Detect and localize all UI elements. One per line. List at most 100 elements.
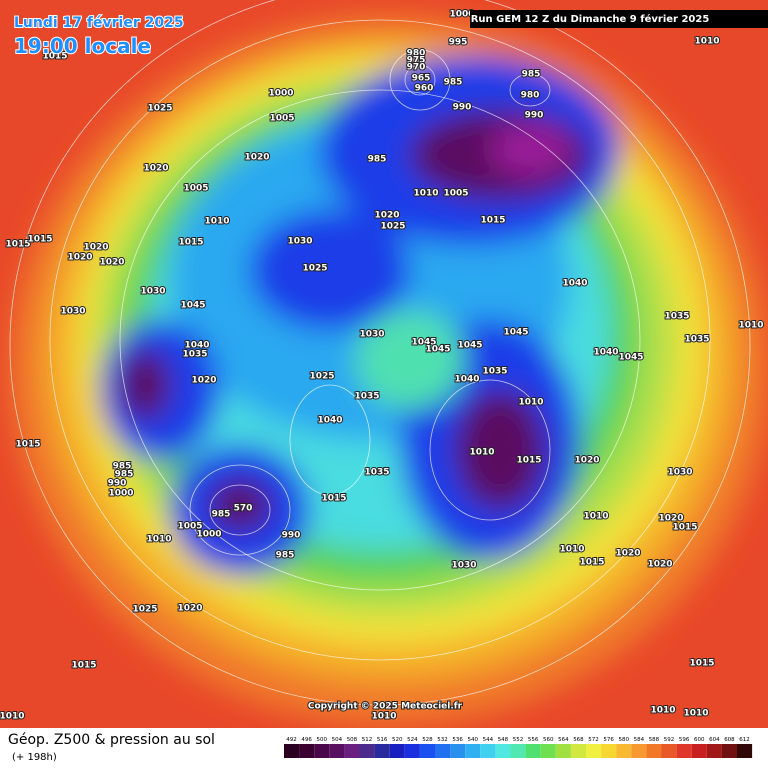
colorbar-tick-label: 532 xyxy=(437,737,448,743)
forecast-date: Lundi 17 février 2025 xyxy=(14,15,184,31)
pressure-label: 1000 xyxy=(268,89,293,99)
run-box xyxy=(470,10,768,28)
colorbar-tick-label: 592 xyxy=(664,737,675,743)
pressure-label: 985 xyxy=(212,510,231,520)
pressure-label: 1020 xyxy=(244,153,269,163)
colorbar-swatch xyxy=(314,744,330,758)
colorbar-tick-label: 604 xyxy=(709,737,720,743)
pressure-label: 1010 xyxy=(204,217,229,227)
pressure-label: 1015 xyxy=(71,661,96,671)
colorbar-tick-label: 576 xyxy=(603,737,614,743)
pressure-label: 1035 xyxy=(664,312,689,322)
colorbar-swatch xyxy=(706,744,722,758)
colorbar-swatch xyxy=(646,744,662,758)
colorbar-swatch xyxy=(661,744,677,758)
footer-lead: (+ 198h) xyxy=(12,752,57,763)
pressure-label: 1010 xyxy=(0,712,25,722)
pressure-label: 1015 xyxy=(321,494,346,504)
pressure-label: 1010 xyxy=(738,321,763,331)
pressure-label: 1015 xyxy=(42,52,67,62)
pressure-label: 965 xyxy=(412,74,431,84)
colorbar-tick-label: 512 xyxy=(362,737,373,743)
pressure-label: 985 xyxy=(444,78,463,88)
colorbar-tick-label: 588 xyxy=(649,737,660,743)
pressure-label: 570 xyxy=(234,504,253,514)
pressure-label: 1020 xyxy=(83,243,108,253)
colorbar-swatch xyxy=(510,744,526,758)
colorbar-tick-label: 568 xyxy=(573,737,584,743)
pressure-label: 1015 xyxy=(178,238,203,248)
pressure-label: 1040 xyxy=(562,279,587,289)
colorbar-tick-label: 552 xyxy=(513,737,524,743)
pressure-label: 1000 xyxy=(108,489,133,499)
pressure-label: 975 xyxy=(407,56,426,66)
pressure-label: 1010 xyxy=(694,37,719,47)
colorbar-swatch xyxy=(359,744,375,758)
pressure-label: 985 xyxy=(368,155,387,165)
pressure-label: 1015 xyxy=(689,659,714,669)
pressure-label: 1040 xyxy=(317,416,342,426)
pressure-label: 1010 xyxy=(413,189,438,199)
pressure-label: 1035 xyxy=(482,367,507,377)
colorbar-tick-label: 516 xyxy=(377,737,388,743)
pressure-label: 1030 xyxy=(287,237,312,247)
pressure-label: 1025 xyxy=(147,104,172,114)
colorbar-swatch xyxy=(525,744,541,758)
pressure-label: 1015 xyxy=(516,456,541,466)
colorbar-tick-label: 496 xyxy=(301,737,312,743)
pressure-label: 980 xyxy=(521,91,540,101)
colorbar-swatch xyxy=(601,744,617,758)
pressure-label: 1010 xyxy=(650,706,675,716)
pressure-label: 1035 xyxy=(684,335,709,345)
colorbar-tick-label: 556 xyxy=(528,737,539,743)
pressure-label: 1010 xyxy=(469,448,494,458)
copyright: Copyright © 2025 Meteociel.fr xyxy=(308,702,463,712)
colorbar-swatch xyxy=(344,744,360,758)
pressure-label: 1015 xyxy=(579,558,604,568)
colorbar-tick-label: 524 xyxy=(407,737,418,743)
pressure-label: 1010 xyxy=(371,712,396,722)
colorbar-tick-label: 608 xyxy=(724,737,735,743)
pressure-label: 1005 xyxy=(183,184,208,194)
pressure-label: 1010 xyxy=(559,545,584,555)
colorbar-swatch xyxy=(435,744,451,758)
pressure-label: 1045 xyxy=(411,338,436,348)
pressure-label: 1045 xyxy=(503,328,528,338)
pressure-label: 1020 xyxy=(177,604,202,614)
pressure-label: 1035 xyxy=(182,350,207,360)
pressure-label: 960 xyxy=(415,84,434,94)
colorbar-swatch xyxy=(284,744,300,758)
pressure-label: 1040 xyxy=(184,341,209,351)
colorbar-tick-label: 500 xyxy=(317,737,328,743)
colorbar-tick-label: 548 xyxy=(498,737,509,743)
pressure-label: 1020 xyxy=(67,253,92,263)
colorbar-swatch xyxy=(404,744,420,758)
colorbar-swatch xyxy=(616,744,632,758)
colorbar-swatch xyxy=(586,744,602,758)
pressure-label: 1005 xyxy=(443,189,468,199)
colorbar-tick-label: 540 xyxy=(468,737,479,743)
pressure-label: 1015 xyxy=(480,216,505,226)
pressure-label: 1040 xyxy=(593,348,618,358)
forecast-time: 19:00 locale xyxy=(14,34,151,58)
pressure-label: 990 xyxy=(108,479,127,489)
pressure-label: 1010 xyxy=(683,709,708,719)
pressure-label: 1040 xyxy=(454,375,479,385)
pressure-label: 1015 xyxy=(5,240,30,250)
pressure-label: 1015 xyxy=(27,235,52,245)
pressure-label: 1030 xyxy=(451,561,476,571)
pressure-label: 1020 xyxy=(143,164,168,174)
pressure-label: 1010 xyxy=(583,512,608,522)
colorbar-swatch xyxy=(691,744,707,758)
colorbar-tick-label: 596 xyxy=(679,737,690,743)
pressure-label: 1025 xyxy=(302,264,327,274)
pressure-label: 1020 xyxy=(647,560,672,570)
pressure-label: 1030 xyxy=(60,307,85,317)
isobars xyxy=(9,0,751,706)
colorbar-tick-label: 544 xyxy=(483,737,494,743)
pressure-label: 1010 xyxy=(146,535,171,545)
pressure-label: 1020 xyxy=(99,258,124,268)
colorbar-tick-label: 492 xyxy=(286,737,297,743)
